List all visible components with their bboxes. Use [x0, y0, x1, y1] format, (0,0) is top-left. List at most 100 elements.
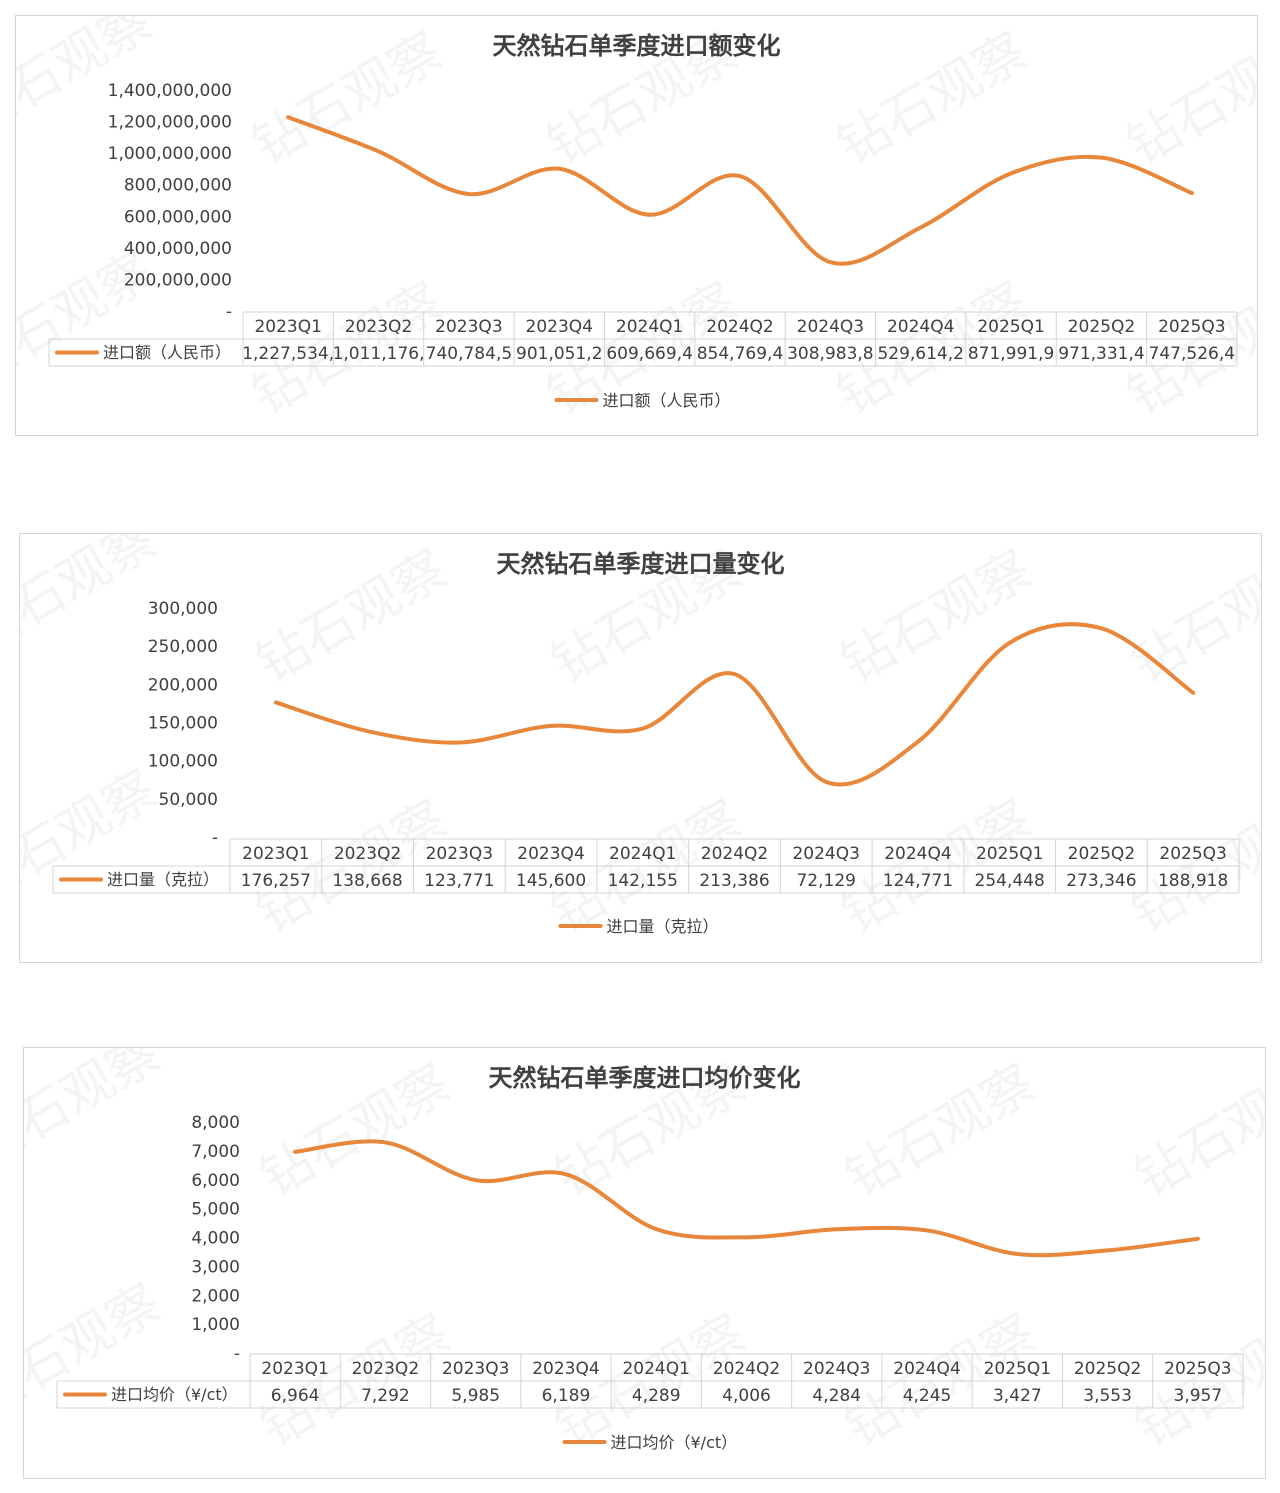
data-points [288, 117, 1192, 263]
series-line [286, 115, 1194, 266]
legend-label: 进口量（克拉） [607, 917, 719, 936]
table-header-cell: 2024Q1 [622, 1359, 689, 1379]
y-tick-label: - [226, 302, 232, 322]
y-tick-label: 300,000 [148, 599, 218, 619]
table-value-cell: 3,553 [1083, 1386, 1132, 1406]
table-value-cell: 138,668 [332, 871, 402, 891]
y-tick-label: 200,000 [148, 675, 218, 695]
watermark-text: 钻石观察 [247, 789, 457, 945]
y-tick-label: 50,000 [159, 790, 218, 810]
y-tick-label: 6,000 [191, 1171, 240, 1191]
table-value-cell: 854,769,4 [697, 344, 784, 364]
y-tick-label: 800,000,000 [124, 176, 232, 196]
legend: 进口均价（¥/ct） [562, 1433, 738, 1452]
table-header-cell: 2025Q3 [1159, 844, 1226, 864]
table-header-cell: 2024Q3 [797, 317, 864, 337]
table-value-cell: 4,006 [722, 1386, 771, 1406]
table-value-cell: 971,331,4 [1058, 344, 1145, 364]
chart-panel-import-price: 钻石观察 钻石观察 钻石观察 钻石观察 钻石观察 钻石观察 钻石观察 钻石观察 钻石观察 钻石观察… [23, 1047, 1266, 1479]
y-tick-label: 100,000 [148, 752, 218, 772]
table-value-cell: 3,427 [993, 1386, 1042, 1406]
watermark-text: 钻石观察 [1126, 1053, 1266, 1209]
y-tick-label: 250,000 [148, 637, 218, 657]
table-header-cell: 2023Q4 [532, 1359, 599, 1379]
y-tick-label: 8,000 [191, 1113, 240, 1133]
table-value-cell: 7,292 [361, 1386, 410, 1406]
y-tick-label: 4,000 [191, 1229, 240, 1249]
watermark-text: 钻石观察 [20, 759, 167, 915]
table-header-cell: 2024Q2 [713, 1359, 780, 1379]
table-series-name: 进口量（克拉） [107, 870, 219, 889]
series-line [273, 622, 1196, 787]
table-value-cell: 72,129 [796, 871, 855, 891]
chart-title: 天然钻石单季度进口均价变化 [489, 1064, 801, 1092]
table-value-cell: 1,227,534, [242, 344, 334, 364]
table-value-cell: 4,245 [903, 1386, 952, 1406]
watermark-text: 钻石观察 [24, 1048, 171, 1179]
table-value-cell: 871,991,9 [968, 344, 1055, 364]
y-tick-label: 7,000 [191, 1142, 240, 1162]
table-header-cell: 2024Q3 [803, 1359, 870, 1379]
table-header-cell: 2024Q1 [616, 317, 683, 337]
data-table: 2023Q1 6,964 2023Q2 7,292 2023Q3 5,985 2023Q4 6… [56, 1353, 1244, 1409]
table-value-cell: 308,983,8 [787, 344, 874, 364]
watermark-text: 钻石观察 [1118, 21, 1258, 177]
table-value-cell: 124,771 [883, 871, 953, 891]
watermark-text: 钻石观察 [24, 1273, 171, 1429]
legend-label: 进口额（人民币） [603, 391, 731, 410]
watermark-text: 钻石观察 [247, 539, 457, 695]
table-value-cell: 529,614,2 [877, 344, 964, 364]
watermark-text: 钻石观察 [251, 1053, 461, 1209]
y-tick-label: - [212, 828, 218, 848]
table-series-name: 进口均价（¥/ct） [111, 1385, 238, 1404]
table-value-cell: 145,600 [516, 871, 586, 891]
table-value-cell: 901,051,2 [516, 344, 603, 364]
chart-title: 天然钻石单季度进口额变化 [493, 32, 781, 60]
table-header-cell: 2025Q2 [1068, 317, 1135, 337]
table-value-cell: 4,284 [812, 1386, 861, 1406]
table-header-cell: 2025Q2 [1074, 1359, 1141, 1379]
watermark-text: 钻石观察 [1122, 539, 1262, 695]
table-header-cell: 2023Q4 [517, 844, 584, 864]
table-value-cell: 609,669,4 [606, 344, 693, 364]
data-table: 2023Q1 1,227,534, 2023Q2 1,011,176, 2023Q3 74… [48, 311, 1238, 367]
y-tick-label: 600,000,000 [124, 207, 232, 227]
table-value-cell: 254,448 [975, 871, 1045, 891]
watermark-text: 钻石观察 [832, 539, 1042, 695]
table-header-cell: 2023Q2 [345, 317, 412, 337]
watermark-text: 钻石观察 [828, 21, 1038, 177]
watermark-text: 钻石观察 [243, 21, 453, 177]
table-header-cell: 2024Q4 [884, 844, 951, 864]
table-header-cell: 2023Q4 [526, 317, 593, 337]
table-header-cell: 2025Q2 [1068, 844, 1135, 864]
legend: 进口量（克拉） [558, 917, 719, 936]
watermark-text: 钻石观察 [20, 534, 167, 665]
y-tick-label: 400,000,000 [124, 239, 232, 259]
y-tick-label: 1,000 [191, 1315, 240, 1335]
data-table: 2023Q1 176,257 2023Q2 138,668 2023Q3 123,771 2… [52, 838, 1240, 894]
table-series-name: 进口额（人民币） [103, 343, 231, 362]
table-header-cell: 2025Q1 [984, 1359, 1051, 1379]
table-value-cell: 5,985 [451, 1386, 500, 1406]
table-value-cell: 142,155 [608, 871, 678, 891]
y-tick-label: 150,000 [148, 714, 218, 734]
table-header-cell: 2024Q2 [701, 844, 768, 864]
table-header-cell: 2025Q3 [1164, 1359, 1231, 1379]
table-value-cell: 123,771 [424, 871, 494, 891]
table-header-cell: 2024Q3 [792, 844, 859, 864]
legend-label: 进口均价（¥/ct） [611, 1433, 738, 1452]
data-points [295, 1142, 1198, 1255]
table-header-cell: 2025Q1 [977, 317, 1044, 337]
table-value-cell: 176,257 [241, 871, 311, 891]
table-value-cell: 747,526,4 [1149, 344, 1236, 364]
table-header-cell: 2023Q3 [435, 317, 502, 337]
table-header-cell: 2023Q1 [242, 844, 309, 864]
table-header-cell: 2025Q3 [1158, 317, 1225, 337]
table-header-cell: 2024Q4 [893, 1359, 960, 1379]
y-tick-label: 1,400,000,000 [108, 81, 232, 101]
y-tick-label: - [234, 1344, 240, 1364]
data-points [275, 628, 1194, 783]
table-header-cell: 2023Q2 [352, 1359, 419, 1379]
